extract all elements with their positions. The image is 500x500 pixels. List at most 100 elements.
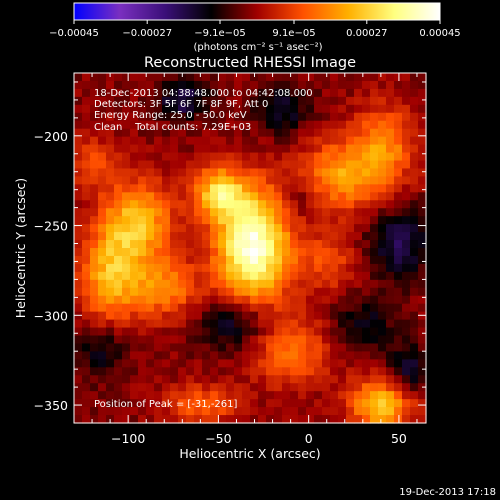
heatmap-cell [202, 200, 211, 209]
heatmap-cell [186, 136, 195, 146]
heatmap-cell [114, 343, 123, 352]
heatmap-cell [226, 184, 235, 193]
heatmap-cell [162, 168, 171, 177]
heatmap-cell [354, 407, 363, 416]
heatmap-cell [394, 152, 403, 162]
heatmap-cell [218, 407, 227, 416]
heatmap-cell [418, 216, 427, 225]
heatmap-cell [266, 208, 275, 217]
heatmap-cell [346, 351, 355, 360]
heatmap-cell [234, 184, 243, 193]
heatmap-cell [74, 136, 83, 146]
heatmap-cell [394, 136, 403, 146]
heatmap-cell [226, 303, 235, 313]
heatmap-cell [98, 208, 107, 217]
heatmap-cell [298, 303, 307, 313]
heatmap-cell [186, 367, 195, 376]
heatmap-cell [322, 311, 331, 321]
heatmap-cell [354, 240, 363, 249]
heatmap-cell [226, 200, 235, 209]
heatmap-cell [322, 104, 331, 114]
heatmap-cell [202, 311, 211, 321]
heatmap-cell [146, 248, 155, 257]
heatmap-cell [226, 359, 235, 368]
heatmap-cell [130, 319, 139, 329]
heatmap-cell [202, 120, 211, 130]
heatmap-cell [162, 96, 171, 106]
heatmap-cell [146, 192, 155, 201]
heatmap-cell [298, 255, 307, 265]
heatmap-cell [186, 192, 195, 201]
heatmap-cell [130, 367, 139, 376]
heatmap-cell [138, 407, 147, 416]
heatmap-cell [82, 271, 91, 281]
heatmap-cell [242, 271, 251, 281]
heatmap-cell [362, 120, 371, 130]
heatmap-cell [322, 263, 331, 273]
heatmap-cell [82, 303, 91, 313]
heatmap-cell [122, 168, 131, 177]
heatmap-cell [266, 96, 275, 106]
heatmap-cell [138, 383, 147, 392]
heatmap-cell [106, 216, 115, 225]
heatmap-cell [146, 375, 155, 384]
heatmap-cell [114, 327, 123, 337]
heatmap-cell [418, 112, 427, 122]
heatmap-cell [194, 160, 203, 170]
heatmap-cell [74, 128, 83, 138]
heatmap-cell [74, 255, 83, 265]
heatmap-cell [322, 391, 331, 400]
heatmap-cell [186, 208, 195, 217]
heatmap-cell [314, 128, 323, 138]
heatmap-cell [178, 240, 187, 249]
heatmap-cell [266, 359, 275, 368]
heatmap-cell [362, 359, 371, 368]
heatmap-cell [74, 112, 83, 122]
heatmap-cell [250, 104, 259, 114]
heatmap-cell [306, 184, 315, 193]
heatmap-cell [370, 168, 379, 177]
heatmap-cell [218, 208, 227, 217]
heatmap-cell [178, 359, 187, 368]
heatmap-cell [202, 391, 211, 400]
heatmap-cell [410, 263, 419, 273]
heatmap-cell [290, 96, 299, 106]
heatmap-cell [274, 80, 283, 90]
heatmap-cell [210, 88, 219, 98]
heatmap-cell [274, 152, 283, 162]
heatmap-cell [298, 192, 307, 201]
heatmap-cell [394, 327, 403, 337]
heatmap-cell [154, 248, 163, 257]
heatmap-cell [394, 271, 403, 281]
heatmap-cell [354, 184, 363, 193]
heatmap-cell [74, 375, 83, 384]
heatmap-cell [266, 375, 275, 384]
heatmap-cell [74, 335, 83, 345]
heatmap-cell [146, 351, 155, 360]
heatmap-cell [90, 279, 99, 289]
heatmap-cell [162, 232, 171, 241]
heatmap-cell [330, 232, 339, 241]
heatmap-cell [170, 168, 179, 177]
heatmap-cell [410, 96, 419, 106]
heatmap-cell [154, 224, 163, 233]
heatmap-cell [378, 319, 387, 329]
heatmap-cell [162, 343, 171, 352]
heatmap-cell [234, 335, 243, 345]
heatmap-cell [90, 176, 99, 185]
heatmap-cell [282, 311, 291, 321]
heatmap-cell [258, 271, 267, 281]
heatmap-cell [402, 367, 411, 376]
heatmap-cell [290, 359, 299, 368]
heatmap-cell [274, 303, 283, 313]
heatmap-cell [258, 80, 267, 90]
heatmap-cell [226, 343, 235, 352]
heatmap-cell [210, 73, 219, 82]
heatmap-cell [402, 88, 411, 98]
heatmap-cell [226, 136, 235, 146]
heatmap-cell [290, 263, 299, 273]
heatmap-cell [226, 255, 235, 265]
heatmap-cell [210, 120, 219, 130]
heatmap-cell [410, 375, 419, 384]
heatmap-cell [378, 96, 387, 106]
